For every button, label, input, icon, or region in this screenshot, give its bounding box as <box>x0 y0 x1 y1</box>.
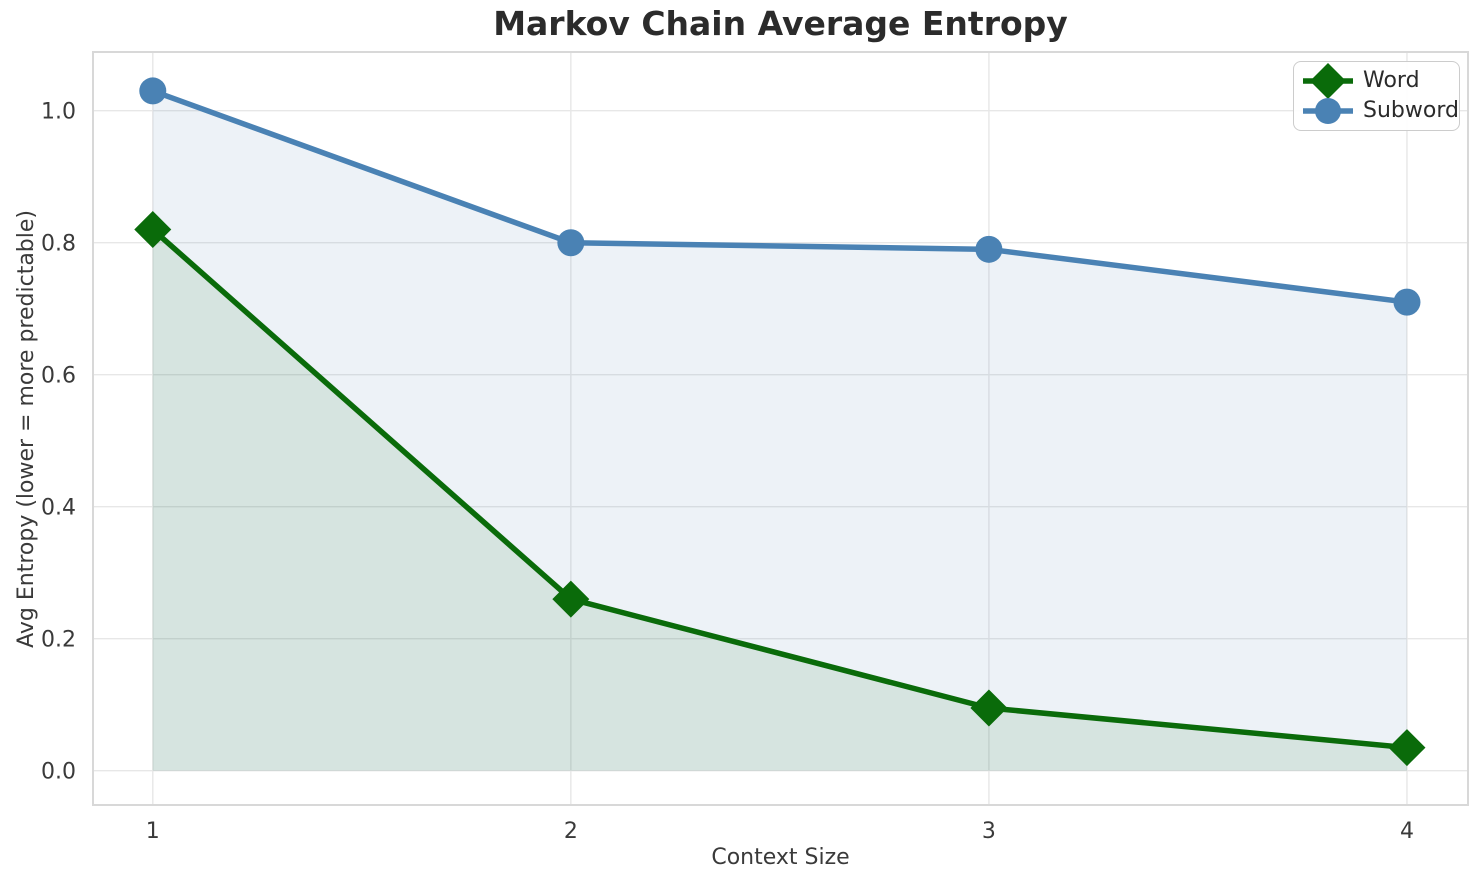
subword-data-point-marker <box>1393 288 1421 316</box>
subword-series-line <box>150 88 1410 305</box>
y-tick-label: 0.2 <box>41 628 76 653</box>
word-series-line <box>150 226 1410 751</box>
legend-item-subword: Subword <box>1302 96 1459 126</box>
subword-area-fill <box>152 90 1407 771</box>
y-tick-label: 0.6 <box>41 364 76 389</box>
y-tick-label: 0.8 <box>41 232 76 257</box>
word-diamond-marker-icon <box>1303 63 1353 99</box>
legend: Word Subword <box>1293 61 1460 131</box>
subword-data-point-marker <box>557 229 585 257</box>
y-axis-label-text: Avg Entropy (lower = more predictable) <box>13 209 39 648</box>
x-axis-label: Context Size <box>711 845 850 870</box>
word-data-point-marker <box>970 689 1008 727</box>
subword-circle-marker-icon <box>1303 98 1353 124</box>
chart-title: Markov Chain Average Entropy <box>493 4 1068 43</box>
word-data-point-marker <box>134 211 172 249</box>
word-area-fill <box>152 229 1407 771</box>
y-tick-label: 0.0 <box>41 760 76 785</box>
legend-item-word: Word <box>1302 63 1451 99</box>
y-tick-label: 0.4 <box>41 496 76 521</box>
x-tick-label: 1 <box>146 819 160 844</box>
y-axis-label: Avg Entropy (lower = more predictable) <box>8 52 44 805</box>
word-data-point-marker <box>1388 729 1426 767</box>
subword-data-point-marker <box>139 77 167 105</box>
legend-label-subword: Subword <box>1363 98 1459 123</box>
x-tick-label: 4 <box>1400 819 1414 844</box>
x-tick-label: 2 <box>564 819 578 844</box>
word-data-point-marker <box>552 580 590 618</box>
legend-label-word: Word <box>1363 68 1420 93</box>
x-tick-label: 3 <box>982 819 996 844</box>
y-tick-label: 1.0 <box>41 100 76 125</box>
subword-data-point-marker <box>975 235 1003 263</box>
plot-border <box>92 51 1469 806</box>
